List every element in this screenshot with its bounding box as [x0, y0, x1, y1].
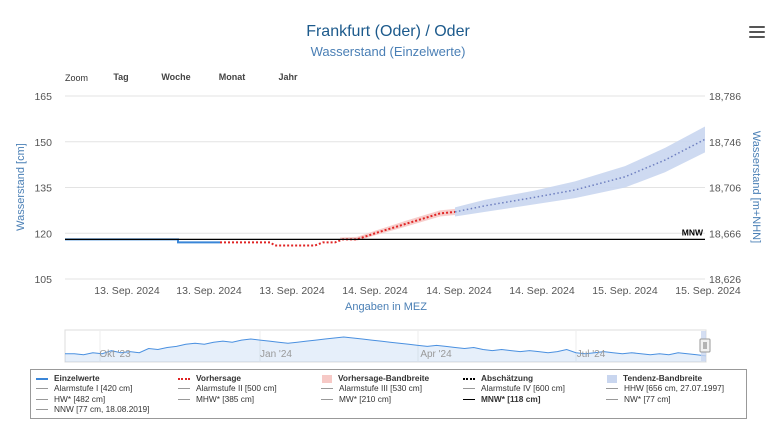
legend-item-label: Einzelwerte	[54, 373, 100, 383]
legend-item[interactable]: MHW* [385 cm]	[178, 394, 254, 404]
legend-item-label: HW* [482 cm]	[54, 394, 106, 404]
x-tick: 13. Sep. 2024	[176, 285, 242, 297]
legend-symbol-estimate	[463, 377, 475, 380]
legend-symbol-level	[178, 399, 190, 401]
legend-symbol-forecast	[178, 377, 190, 380]
legend-item-label: Vorhersage-Bandbreite	[338, 373, 430, 383]
navigator-line	[65, 336, 707, 357]
legend-symbol-level	[36, 388, 48, 390]
y-tick-right: 18,746	[709, 137, 741, 149]
legend-symbol-level	[178, 388, 190, 390]
legend-item[interactable]: Alarmstufe I [420 cm]	[36, 383, 132, 393]
y-axis-right-title: Wasserstand [m+NHN]	[750, 131, 762, 243]
navigator-label: Apr '24	[420, 349, 452, 360]
x-tick: 14. Sep. 2024	[342, 285, 408, 297]
x-tick: 14. Sep. 2024	[509, 285, 575, 297]
mnw-label: MNW	[682, 227, 704, 237]
legend-symbol-level	[463, 388, 475, 390]
zoom-button-week[interactable]: Woche	[161, 72, 190, 82]
legend-item-label: Alarmstufe I [420 cm]	[54, 383, 133, 393]
legend-item[interactable]: Alarmstufe II [500 cm]	[178, 383, 277, 393]
chart-subtitle: Wasserstand (Einzelwerte)	[311, 44, 466, 59]
legend-symbol-mnw	[463, 399, 475, 401]
legend-item[interactable]: Einzelwerte	[36, 373, 100, 383]
legend-item[interactable]: Abschätzung	[463, 373, 533, 383]
legend-item[interactable]: HW* [482 cm]	[36, 394, 105, 404]
legend-item-label: Abschätzung	[481, 373, 534, 383]
legend-item-label: Tendenz-Bandbreite	[623, 373, 703, 383]
legend-item-label: Alarmstufe III [530 cm]	[339, 383, 422, 393]
y-axis-left-title: Wasserstand [cm]	[15, 143, 27, 231]
legend-symbol-level	[36, 409, 48, 411]
x-tick: 13. Sep. 2024	[259, 285, 325, 297]
chart-menu-button[interactable]	[749, 26, 765, 40]
chart-title: Frankfurt (Oder) / Oder	[306, 23, 470, 40]
legend-symbol-trend-band	[607, 374, 617, 383]
navigator-label: Jul '24	[577, 349, 606, 360]
legend-item[interactable]: MW* [210 cm]	[321, 394, 391, 404]
y-tick-right: 18,786	[709, 91, 741, 103]
y-tick-left: 135	[34, 183, 52, 195]
legend-symbol-measured	[36, 377, 48, 380]
legend-item[interactable]: HHW [656 cm, 27.07.1997]	[606, 383, 724, 393]
x-tick: 14. Sep. 2024	[426, 285, 492, 297]
x-axis-title: Angaben in MEZ	[345, 301, 427, 313]
navigator-label: Okt '23	[99, 349, 131, 360]
legend-symbol-level	[36, 399, 48, 401]
legend-item-label: MNW* [118 cm]	[481, 394, 541, 404]
band-areas	[340, 126, 705, 241]
band-vorhersage-bandbreite	[340, 208, 455, 241]
legend-item-label: HHW [656 cm, 27.07.1997]	[624, 383, 725, 393]
menu-icon	[749, 26, 765, 28]
legend-item[interactable]: NNW [77 cm, 18.08.2019]	[36, 404, 149, 414]
y-tick-right: 18,706	[709, 183, 741, 195]
legend-item[interactable]: NW* [77 cm]	[606, 394, 671, 404]
legend-item[interactable]: Vorhersage-Bandbreite	[321, 373, 429, 383]
navigator-frame	[64, 329, 707, 363]
y-tick-left: 105	[34, 274, 52, 286]
legend-symbol-level	[321, 399, 333, 401]
legend-symbol-level	[606, 388, 618, 390]
legend-symbol-level	[321, 388, 333, 390]
legend-item-label: MHW* [385 cm]	[196, 394, 255, 404]
x-tick: 13. Sep. 2024	[94, 285, 160, 297]
legend-item-label: Vorhersage	[196, 373, 242, 383]
legend-item[interactable]: Tendenz-Bandbreite	[606, 373, 702, 383]
y-tick-right: 18,666	[709, 228, 741, 240]
navigator-area	[65, 336, 706, 362]
zoom-button-year[interactable]: Jahr	[278, 72, 298, 82]
series-line-vorhersage	[220, 210, 456, 247]
legend-symbol-forecast-band	[322, 374, 332, 383]
zoom-button-month[interactable]: Monat	[219, 72, 246, 82]
y-tick-left: 120	[34, 228, 52, 240]
chart-legend: Einzelwerte Vorhersage Vorhersage-Bandbrei…	[30, 369, 747, 419]
y-tick-left: 165	[34, 91, 52, 103]
grid-lines	[65, 95, 705, 280]
navigator-label: Jan '24	[260, 349, 292, 360]
navigator[interactable]: Okt '23 Jan '24 Apr '24 Jul '24	[64, 329, 711, 363]
legend-symbol-level	[606, 399, 618, 401]
zoom-button-day[interactable]: Tag	[113, 72, 128, 82]
legend-item-label: Alarmstufe II [500 cm]	[196, 383, 277, 393]
legend-item[interactable]: MNW* [118 cm]	[463, 394, 540, 404]
band-tendenz-bandbreite	[455, 126, 705, 217]
legend-item[interactable]: Alarmstufe III [530 cm]	[321, 383, 422, 393]
series-line-tendenz	[454, 138, 706, 213]
legend-item-label: MW* [210 cm]	[339, 394, 392, 404]
legend-item-label: Alarmstufe IV [600 cm]	[481, 383, 565, 393]
legend-item[interactable]: Alarmstufe IV [600 cm]	[463, 383, 565, 393]
legend-item-label: NW* [77 cm]	[624, 394, 671, 404]
axis-ticks: 105 18,626 120 18,666 135 18,706 150 18,746 165 1…	[34, 91, 741, 297]
y-tick-right: 18,626	[709, 274, 741, 286]
legend-item-label: NNW [77 cm, 18.08.2019]	[54, 404, 150, 414]
navigator-handle[interactable]	[699, 338, 711, 353]
series-lines: MNW	[65, 138, 706, 247]
x-tick: 15. Sep. 2024	[675, 285, 741, 297]
x-tick: 15. Sep. 2024	[592, 285, 658, 297]
y-tick-left: 150	[34, 137, 52, 149]
legend-item[interactable]: Vorhersage	[178, 373, 241, 383]
zoom-label: Zoom	[65, 73, 88, 83]
